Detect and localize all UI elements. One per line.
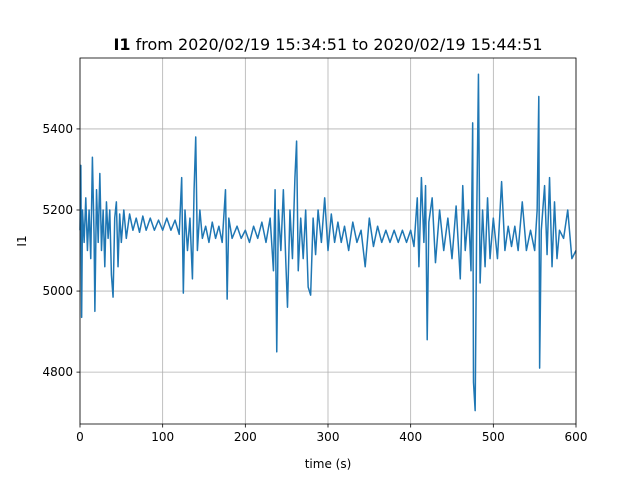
x-tick-label: 300 — [317, 430, 340, 444]
y-tick-label: 5200 — [42, 203, 73, 217]
y-tick-label: 5000 — [42, 284, 73, 298]
title-rest: from 2020/02/19 15:34:51 to 2020/02/19 1… — [136, 35, 543, 54]
x-tick-label: 500 — [482, 430, 505, 444]
x-axis-label: time (s) — [305, 457, 352, 471]
x-tick-label: 200 — [234, 430, 257, 444]
y-tick-label: 5400 — [42, 122, 73, 136]
x-tick-label: 100 — [151, 430, 174, 444]
plot-frame — [79, 57, 577, 425]
y-tick-label: 4800 — [42, 365, 73, 379]
x-tick-label: 0 — [76, 430, 84, 444]
title-bold: I1 — [113, 35, 130, 54]
x-tick-label: 400 — [399, 430, 422, 444]
x-tick-label: 600 — [565, 430, 588, 444]
chart-title: I1 from 2020/02/19 15:34:51 to 2020/02/1… — [113, 35, 542, 54]
y-axis-label: I1 — [15, 235, 29, 246]
data-line — [79, 73, 577, 412]
